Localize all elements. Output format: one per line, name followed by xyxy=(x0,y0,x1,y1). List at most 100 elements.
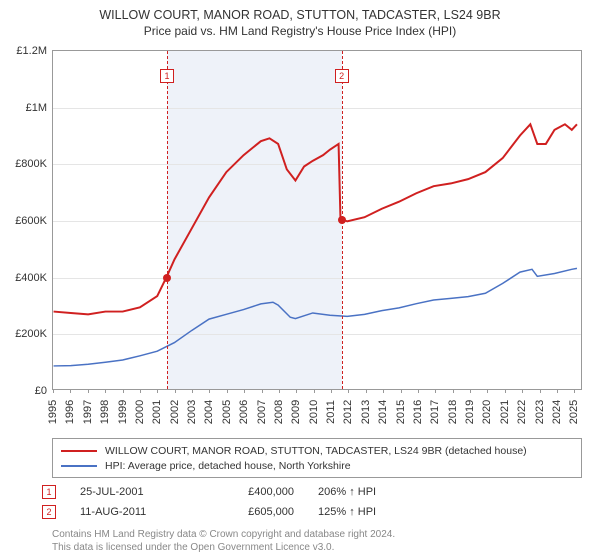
x-tickmark xyxy=(331,389,332,393)
x-tick-label: 2008 xyxy=(273,397,285,427)
sale-pct: 206% ↑ HPI xyxy=(318,486,428,498)
x-tick-label: 2025 xyxy=(568,397,580,427)
y-tick-label: £1M xyxy=(3,102,47,114)
footer-line: This data is licensed under the Open Gov… xyxy=(52,541,592,554)
x-tickmark xyxy=(522,389,523,393)
y-tick-label: £400K xyxy=(3,272,47,284)
x-tick-label: 2013 xyxy=(360,397,372,427)
x-tick-label: 2004 xyxy=(203,397,215,427)
legend-row: WILLOW COURT, MANOR ROAD, STUTTON, TADCA… xyxy=(61,443,573,458)
x-tick-label: 2003 xyxy=(186,397,198,427)
x-tickmark xyxy=(227,389,228,393)
sale-date: 25-JUL-2001 xyxy=(80,486,180,498)
x-tickmark xyxy=(453,389,454,393)
x-tick-label: 2020 xyxy=(481,397,493,427)
footer-line: Contains HM Land Registry data © Crown c… xyxy=(52,528,592,541)
chart-footer: Contains HM Land Registry data © Crown c… xyxy=(52,528,592,554)
x-tickmark xyxy=(123,389,124,393)
x-tickmark xyxy=(470,389,471,393)
x-tickmark xyxy=(487,389,488,393)
x-tick-label: 2016 xyxy=(412,397,424,427)
x-tickmark xyxy=(209,389,210,393)
chart-plot-area: £0£200K£400K£600K£800K£1M£1.2M1995199619… xyxy=(52,50,582,390)
chart-title-block: WILLOW COURT, MANOR ROAD, STUTTON, TADCA… xyxy=(0,0,600,38)
x-tickmark xyxy=(505,389,506,393)
x-tick-label: 2018 xyxy=(447,397,459,427)
x-tickmark xyxy=(244,389,245,393)
chart-lines-svg xyxy=(53,51,581,389)
y-tick-label: £600K xyxy=(3,215,47,227)
x-tickmark xyxy=(314,389,315,393)
legend-swatch xyxy=(61,450,97,452)
sale-pct: 125% ↑ HPI xyxy=(318,506,428,518)
x-tickmark xyxy=(574,389,575,393)
sales-row: 1 25-JUL-2001 £400,000 206% ↑ HPI xyxy=(42,482,582,502)
x-tick-label: 2021 xyxy=(499,397,511,427)
y-tick-label: £0 xyxy=(3,385,47,397)
sale-point-dot xyxy=(163,274,171,282)
x-tickmark xyxy=(157,389,158,393)
sale-marker-box: 2 xyxy=(42,505,56,519)
x-tickmark xyxy=(53,389,54,393)
sale-point-dot xyxy=(338,216,346,224)
x-tick-label: 1995 xyxy=(47,397,59,427)
chart-title-main: WILLOW COURT, MANOR ROAD, STUTTON, TADCA… xyxy=(0,8,600,22)
sale-price: £605,000 xyxy=(204,506,294,518)
x-tickmark xyxy=(366,389,367,393)
x-tickmark xyxy=(401,389,402,393)
x-tickmark xyxy=(540,389,541,393)
x-tickmark xyxy=(262,389,263,393)
x-tick-label: 1998 xyxy=(99,397,111,427)
x-tickmark xyxy=(348,389,349,393)
x-tick-label: 2010 xyxy=(308,397,320,427)
sale-marker-box: 2 xyxy=(335,69,349,83)
x-tickmark xyxy=(192,389,193,393)
x-tick-label: 2005 xyxy=(221,397,233,427)
sales-table: 1 25-JUL-2001 £400,000 206% ↑ HPI 2 11-A… xyxy=(42,482,582,522)
x-tickmark xyxy=(383,389,384,393)
sale-price: £400,000 xyxy=(204,486,294,498)
x-tickmark xyxy=(435,389,436,393)
chart-title-sub: Price paid vs. HM Land Registry's House … xyxy=(0,24,600,38)
x-tickmark xyxy=(175,389,176,393)
x-tick-label: 2014 xyxy=(377,397,389,427)
x-tick-label: 2011 xyxy=(325,397,337,427)
x-tick-label: 2000 xyxy=(134,397,146,427)
x-tickmark xyxy=(70,389,71,393)
x-tick-label: 2012 xyxy=(342,397,354,427)
legend-row: HPI: Average price, detached house, Nort… xyxy=(61,458,573,473)
sale-date: 11-AUG-2011 xyxy=(80,506,180,518)
x-tick-label: 2022 xyxy=(516,397,528,427)
x-tick-label: 2009 xyxy=(290,397,302,427)
y-tick-label: £1.2M xyxy=(3,45,47,57)
x-tick-label: 2024 xyxy=(551,397,563,427)
legend-label: WILLOW COURT, MANOR ROAD, STUTTON, TADCA… xyxy=(105,445,527,457)
x-tick-label: 2023 xyxy=(534,397,546,427)
chart-legend: WILLOW COURT, MANOR ROAD, STUTTON, TADCA… xyxy=(52,438,582,478)
x-tickmark xyxy=(140,389,141,393)
legend-swatch xyxy=(61,465,97,467)
x-tickmark xyxy=(88,389,89,393)
series-line-hpi xyxy=(54,268,577,366)
sale-vline xyxy=(167,51,168,389)
sale-marker-box: 1 xyxy=(160,69,174,83)
x-tickmark xyxy=(296,389,297,393)
x-tick-label: 2006 xyxy=(238,397,250,427)
sales-row: 2 11-AUG-2011 £605,000 125% ↑ HPI xyxy=(42,502,582,522)
x-tick-label: 2002 xyxy=(169,397,181,427)
x-tick-label: 1997 xyxy=(82,397,94,427)
x-tickmark xyxy=(105,389,106,393)
x-tickmark xyxy=(418,389,419,393)
x-tickmark xyxy=(279,389,280,393)
x-tick-label: 1996 xyxy=(64,397,76,427)
x-tick-label: 2015 xyxy=(395,397,407,427)
x-tick-label: 2017 xyxy=(429,397,441,427)
x-tick-label: 1999 xyxy=(117,397,129,427)
x-tick-label: 2001 xyxy=(151,397,163,427)
x-tickmark xyxy=(557,389,558,393)
sale-marker-box: 1 xyxy=(42,485,56,499)
x-tick-label: 2019 xyxy=(464,397,476,427)
legend-label: HPI: Average price, detached house, Nort… xyxy=(105,460,351,472)
y-tick-label: £800K xyxy=(3,158,47,170)
y-tick-label: £200K xyxy=(3,328,47,340)
